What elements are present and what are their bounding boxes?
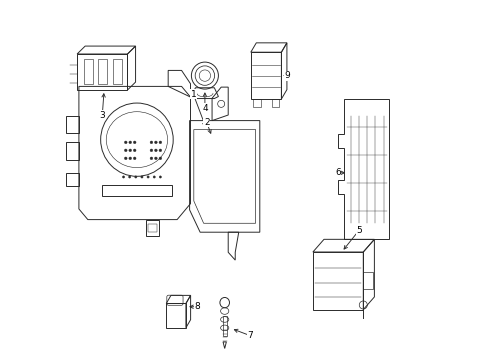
Circle shape	[159, 157, 162, 160]
Circle shape	[159, 149, 162, 152]
Text: 9: 9	[284, 71, 290, 80]
Circle shape	[159, 176, 161, 178]
Text: 4: 4	[202, 104, 207, 112]
Circle shape	[147, 176, 149, 178]
Circle shape	[133, 157, 136, 160]
Circle shape	[150, 141, 152, 144]
Circle shape	[150, 149, 152, 152]
Circle shape	[122, 176, 124, 178]
Circle shape	[153, 176, 155, 178]
Circle shape	[129, 141, 131, 144]
Circle shape	[154, 157, 157, 160]
Circle shape	[154, 149, 157, 152]
Text: 6: 6	[335, 168, 340, 177]
Text: 3: 3	[99, 111, 105, 120]
Circle shape	[134, 176, 137, 178]
Text: 7: 7	[246, 331, 252, 340]
Text: 1: 1	[190, 90, 196, 99]
Text: 5: 5	[355, 226, 361, 235]
Circle shape	[124, 141, 127, 144]
Circle shape	[124, 157, 127, 160]
Circle shape	[129, 157, 131, 160]
Circle shape	[159, 141, 162, 144]
Circle shape	[133, 149, 136, 152]
Circle shape	[124, 149, 127, 152]
Circle shape	[129, 149, 131, 152]
Text: 2: 2	[203, 118, 209, 127]
Circle shape	[133, 141, 136, 144]
Circle shape	[154, 141, 157, 144]
Text: 8: 8	[194, 302, 200, 311]
Circle shape	[150, 157, 152, 160]
Circle shape	[141, 176, 143, 178]
Circle shape	[128, 176, 130, 178]
